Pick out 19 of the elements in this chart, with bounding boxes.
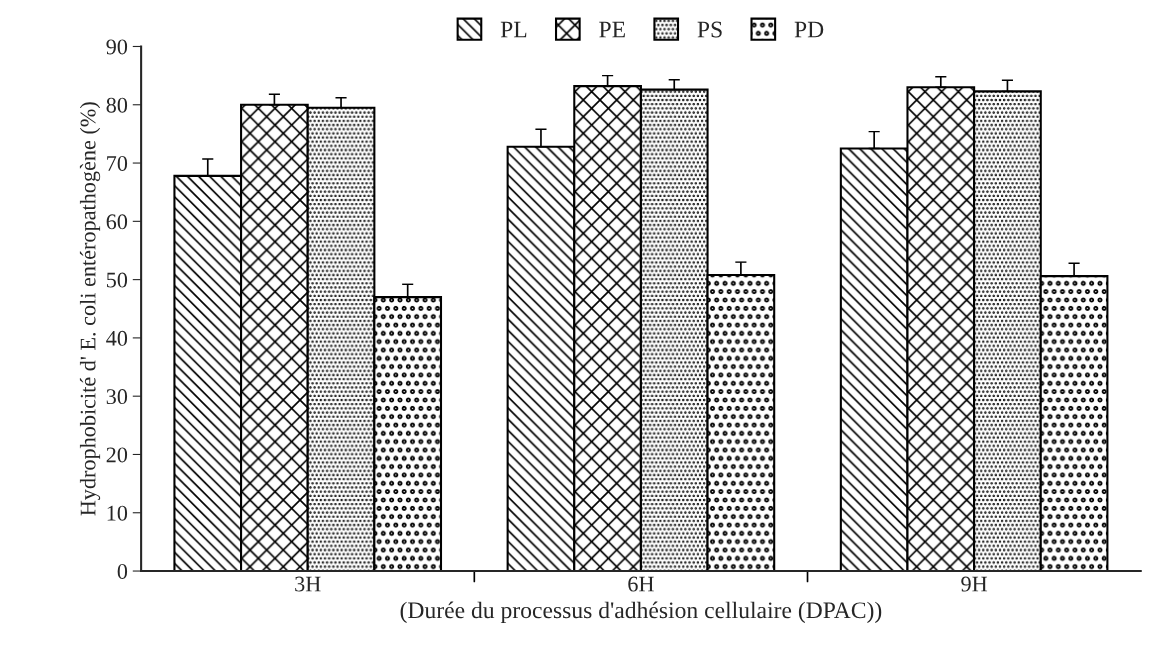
- legend-label: PD: [794, 21, 824, 38]
- y-tick-label: 10: [107, 505, 128, 521]
- y-tick-label: 50: [107, 272, 128, 288]
- y-tick-label: 30: [106, 389, 128, 405]
- legend-label: PL: [500, 21, 527, 38]
- x-tick-label: 3H: [295, 576, 321, 592]
- y-tick-label: 40: [106, 330, 128, 346]
- y-tick-label: 20: [106, 447, 128, 463]
- y-tick-label: 0: [117, 563, 128, 579]
- legend-label: PS: [697, 21, 722, 38]
- legend-label: PE: [599, 21, 625, 38]
- x-axis-title: (Durée du processus d'adhésion cellulaire (DPAC)): [400, 601, 882, 624]
- y-tick-label: 60: [106, 214, 128, 230]
- x-tick-label: 6H: [628, 576, 654, 592]
- y-axis-title: Hydrophobicité d' E. coli entéropathogène (%): [79, 102, 101, 516]
- x-tick-label: 9H: [961, 576, 988, 592]
- y-tick-label: 90: [106, 39, 128, 55]
- y-tick-label: 80: [106, 97, 128, 113]
- y-tick-label: 70: [107, 155, 128, 171]
